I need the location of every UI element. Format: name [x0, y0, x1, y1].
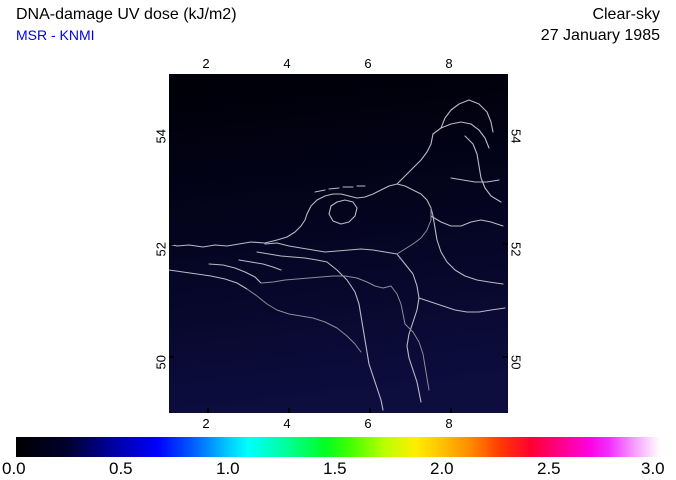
x-axis-label-bottom-2: 2 — [202, 416, 210, 431]
colorbar-label-3: 1.5 — [323, 459, 347, 478]
tick-top-4 — [288, 74, 290, 79]
tick-bottom-6 — [369, 408, 371, 413]
y-axis-label-left-52: 52 — [153, 242, 169, 257]
uv-dose-raster — [169, 74, 508, 413]
tick-left-52 — [169, 243, 174, 245]
x-axis-label-bottom-6: 6 — [364, 416, 372, 431]
tick-top-2 — [207, 74, 209, 79]
colorbar-label-5: 2.5 — [537, 459, 561, 478]
y-axis-label-right-52: 52 — [508, 242, 524, 257]
coastline-overlay — [169, 99, 506, 411]
y-axis-label-right-54: 54 — [508, 129, 524, 144]
tick-bottom-2 — [207, 408, 209, 413]
x-axis-label-bottom-4: 4 — [283, 416, 291, 431]
date-label: 27 January 1985 — [540, 27, 660, 44]
tick-left-50 — [169, 356, 174, 358]
colorbar: 0.0 0.5 1.0 1.5 2.0 2.5 3.0 — [2, 437, 665, 478]
colorbar-label-6: 3.0 — [641, 459, 665, 478]
colorbar-label-2: 1.0 — [216, 459, 240, 478]
colorbar-label-0: 0.0 — [2, 459, 26, 478]
tick-bottom-4 — [288, 408, 290, 413]
colorbar-label-1: 0.5 — [109, 459, 133, 478]
map-frame — [167, 72, 510, 415]
tick-right-50 — [503, 356, 508, 358]
colorbar-gradient — [16, 437, 660, 457]
tick-top-8 — [450, 74, 452, 79]
x-axis-label-top-4: 4 — [283, 56, 291, 71]
page-title: DNA-damage UV dose (kJ/m2) — [16, 6, 237, 23]
tick-right-54 — [503, 130, 508, 132]
data-source-label: MSR - KNMI — [16, 27, 95, 43]
tick-bottom-8 — [450, 408, 452, 413]
y-axis-label-right-50: 50 — [508, 355, 524, 370]
x-axis-label-top-8: 8 — [445, 56, 453, 71]
tick-top-6 — [369, 74, 371, 79]
map-plot-area: 2 4 6 8 2 4 6 8 54 52 50 54 52 50 — [154, 57, 524, 430]
sky-condition-label: Clear-sky — [592, 6, 660, 23]
y-axis-label-left-54: 54 — [153, 129, 169, 144]
x-axis-label-top-6: 6 — [364, 56, 372, 71]
x-axis-label-bottom-8: 8 — [445, 416, 453, 431]
y-axis-label-left-50: 50 — [153, 355, 169, 370]
colorbar-label-4: 2.0 — [430, 459, 454, 478]
tick-left-54 — [169, 130, 174, 132]
tick-right-52 — [503, 243, 508, 245]
colorbar-tick-labels: 0.0 0.5 1.0 1.5 2.0 2.5 3.0 — [2, 457, 665, 479]
x-axis-label-top-2: 2 — [202, 56, 210, 71]
